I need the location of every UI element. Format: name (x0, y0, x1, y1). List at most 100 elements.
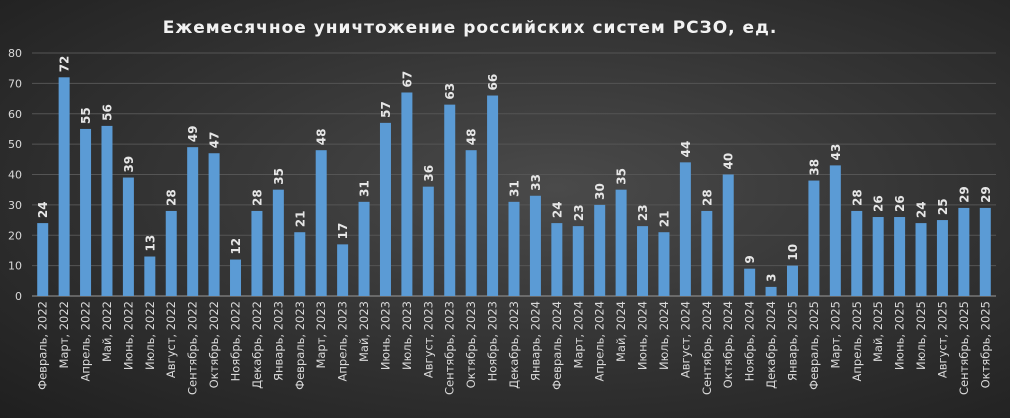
data-label: 36 (422, 165, 436, 182)
bar (722, 174, 734, 296)
data-label: 33 (529, 174, 543, 191)
x-tick-label: Апрель, 2025 (850, 301, 864, 381)
bar (401, 92, 413, 296)
y-tick-label: 40 (8, 169, 22, 182)
x-tick-label: Март, 2024 (571, 301, 585, 369)
data-label: 48 (315, 128, 329, 145)
bar (187, 147, 199, 296)
x-tick-label: Июнь, 2025 (893, 301, 907, 370)
bar (637, 226, 649, 296)
x-tick-label: Май, 2024 (614, 301, 628, 362)
bar (444, 104, 456, 296)
y-tick-label: 80 (8, 47, 22, 60)
x-tick-label: Июль, 2025 (914, 301, 928, 370)
data-label: 29 (979, 186, 993, 203)
x-tick-label: Август, 2022 (164, 301, 178, 378)
data-label: 24 (550, 201, 564, 218)
data-label: 44 (679, 141, 693, 158)
data-label: 10 (786, 244, 800, 261)
x-tick-label: Февраль, 2024 (550, 301, 564, 390)
y-tick-label: 70 (8, 77, 22, 90)
bar (701, 210, 713, 296)
bar (851, 210, 863, 296)
y-tick-label: 30 (8, 199, 22, 212)
x-tick-label: Январь, 2024 (528, 301, 542, 381)
bar (551, 223, 563, 296)
bar (208, 153, 220, 296)
data-label: 21 (657, 211, 671, 228)
x-tick-label: Июнь, 2023 (378, 301, 392, 370)
bar (487, 95, 499, 297)
data-label: 28 (250, 189, 264, 206)
data-label: 49 (186, 125, 200, 142)
bar (337, 244, 349, 296)
data-label: 25 (936, 198, 950, 215)
bar (315, 150, 327, 296)
data-label: 63 (443, 83, 457, 100)
bar (58, 77, 70, 296)
x-tick-label: Апрель, 2022 (79, 301, 93, 381)
y-tick-label: 20 (8, 229, 22, 242)
data-label: 56 (100, 104, 114, 121)
x-tick-label: Октябрь, 2022 (207, 301, 221, 388)
x-tick-label: Сентябрь, 2025 (957, 301, 971, 395)
x-tick-label: Сентябрь, 2022 (186, 301, 200, 395)
data-label: 17 (336, 223, 350, 240)
bar (37, 223, 49, 296)
x-tick-label: Ноябрь, 2022 (229, 301, 243, 381)
data-label: 55 (79, 107, 93, 124)
data-label: 31 (358, 180, 372, 197)
data-label: 43 (829, 144, 843, 161)
bar (808, 180, 820, 296)
bar (358, 201, 370, 296)
data-label: 66 (486, 74, 500, 91)
bar (294, 232, 306, 296)
x-tick-label: Май, 2025 (871, 301, 885, 362)
bar (979, 207, 991, 296)
x-tick-label: Сентябрь, 2023 (443, 301, 457, 395)
bar (594, 204, 606, 296)
x-tick-label: Июнь, 2022 (121, 301, 135, 370)
data-label: 24 (36, 201, 50, 218)
bar (379, 122, 391, 296)
data-label: 23 (572, 204, 586, 221)
x-tick-label: Июль, 2023 (400, 301, 414, 370)
y-tick-label: 10 (8, 260, 22, 273)
data-label: 35 (272, 168, 286, 185)
bar (101, 125, 113, 297)
bar (958, 207, 970, 296)
data-label: 38 (807, 159, 821, 176)
x-tick-label: Март, 2023 (314, 301, 328, 369)
x-tick-label: Ноябрь, 2023 (486, 301, 500, 381)
x-tick-label: Май, 2022 (100, 301, 114, 362)
bar (508, 201, 520, 296)
x-tick-label: Декабрь, 2024 (764, 301, 778, 389)
x-tick-label: Март, 2022 (57, 301, 71, 369)
bar (894, 217, 906, 296)
x-tick-label: Февраль, 2022 (36, 301, 50, 390)
bar (122, 177, 134, 296)
bar (765, 286, 777, 296)
data-label: 26 (872, 195, 886, 212)
data-label: 3 (765, 274, 779, 282)
bar (572, 226, 584, 296)
data-label: 28 (850, 189, 864, 206)
data-label: 30 (593, 183, 607, 200)
data-label: 9 (743, 255, 757, 263)
bar (744, 268, 756, 296)
x-tick-label: Январь, 2025 (785, 301, 799, 381)
data-label: 23 (636, 204, 650, 221)
data-label: 35 (615, 168, 629, 185)
x-tick-label: Февраль, 2023 (293, 301, 307, 390)
data-label: 57 (379, 101, 393, 118)
data-label: 28 (700, 189, 714, 206)
y-tick-label: 50 (8, 138, 22, 151)
data-label: 24 (915, 201, 929, 218)
bar (80, 128, 92, 296)
bar (230, 259, 242, 296)
x-tick-label: Август, 2023 (421, 301, 435, 378)
data-label: 47 (208, 132, 222, 149)
x-tick-label: Апрель, 2023 (336, 301, 350, 381)
x-tick-label: Июль, 2024 (657, 301, 671, 370)
